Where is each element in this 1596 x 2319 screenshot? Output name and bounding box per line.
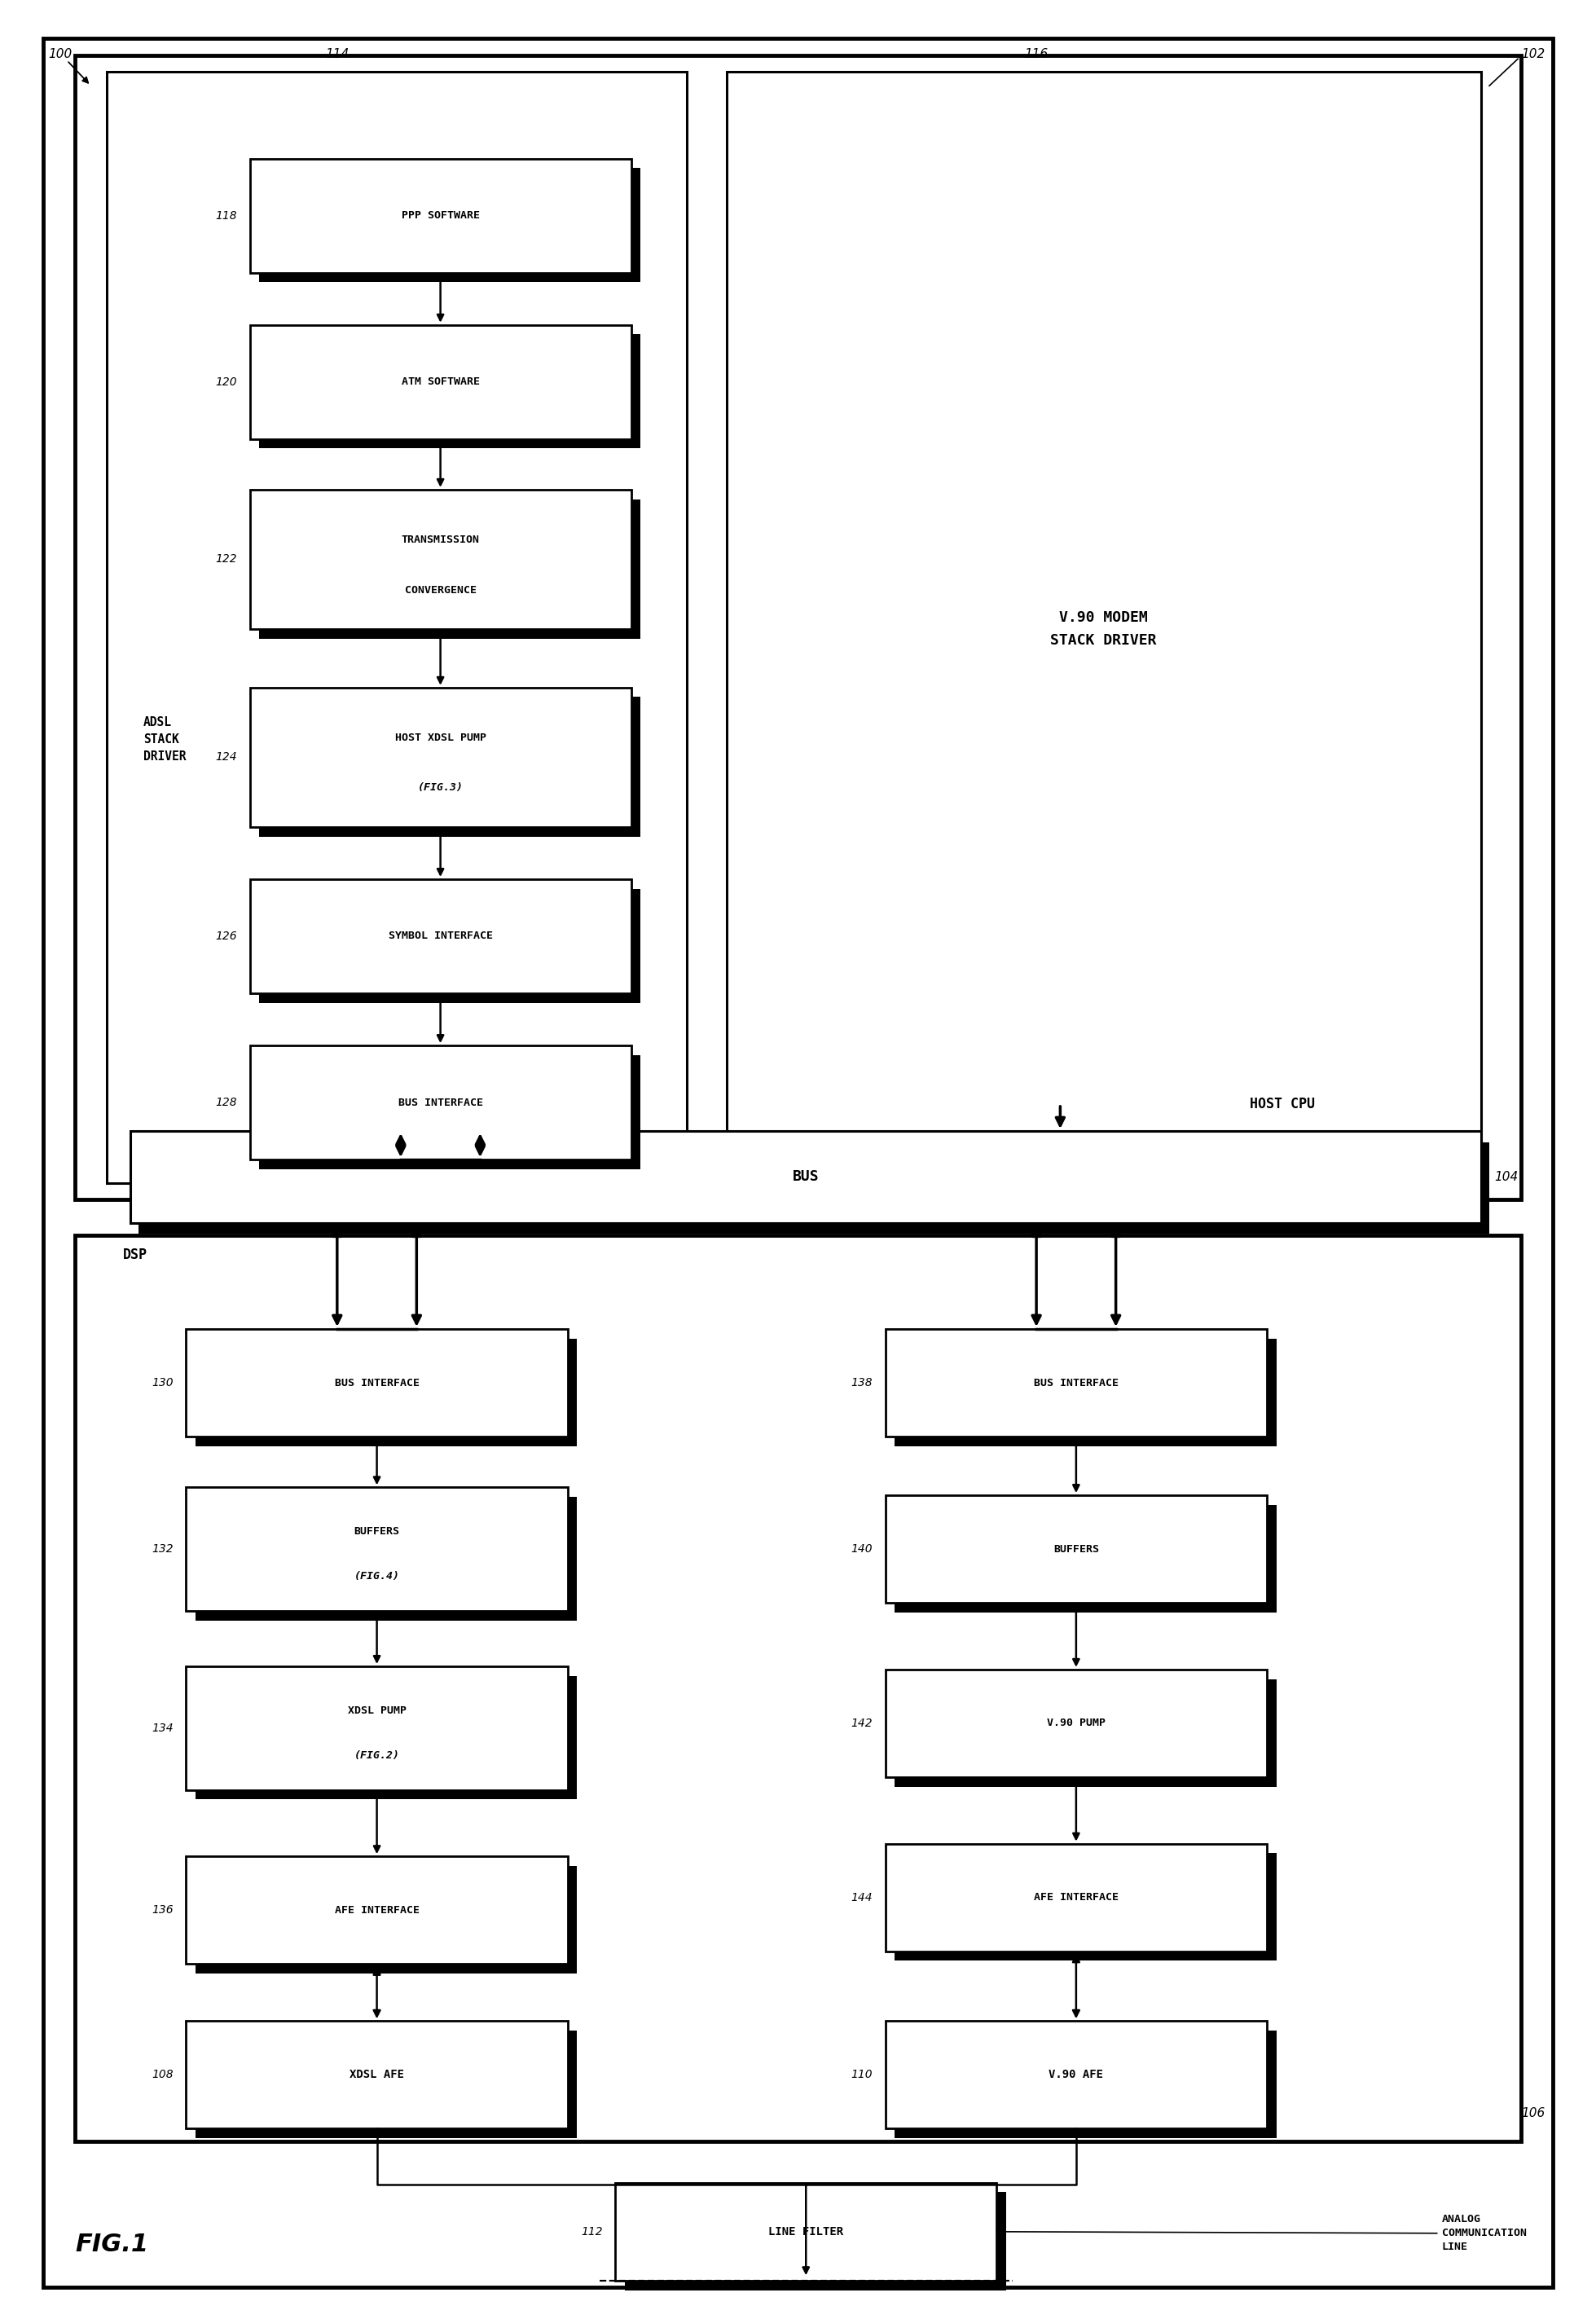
Bar <box>196 1338 578 1447</box>
Bar <box>249 879 630 993</box>
Text: 108: 108 <box>152 2069 174 2080</box>
Text: FIG.1: FIG.1 <box>75 2233 148 2256</box>
Text: 104: 104 <box>1494 1171 1518 1183</box>
Text: BUFFERS: BUFFERS <box>354 1526 399 1537</box>
Bar <box>886 2022 1267 2129</box>
Bar <box>259 499 640 638</box>
Text: 142: 142 <box>851 1718 873 1730</box>
Bar <box>249 686 630 828</box>
Text: XDSL PUMP: XDSL PUMP <box>348 1704 407 1716</box>
Text: 126: 126 <box>215 930 238 942</box>
Text: TRANSMISSION: TRANSMISSION <box>401 533 479 545</box>
Text: AFE INTERFACE: AFE INTERFACE <box>335 1904 420 1915</box>
Text: BUS INTERFACE: BUS INTERFACE <box>397 1097 484 1108</box>
Bar <box>726 72 1481 1183</box>
Bar <box>886 1329 1267 1438</box>
Text: XDSL AFE: XDSL AFE <box>350 2069 404 2080</box>
Bar <box>196 1867 578 1973</box>
Bar <box>187 2022 568 2129</box>
Bar <box>187 1329 568 1438</box>
Text: CONVERGENCE: CONVERGENCE <box>404 584 476 596</box>
Text: 106: 106 <box>1521 2106 1545 2120</box>
Bar <box>187 1486 568 1612</box>
Bar <box>249 1046 630 1160</box>
Text: V.90 PUMP: V.90 PUMP <box>1047 1718 1106 1728</box>
Bar <box>886 1844 1267 1950</box>
Text: (FIG.4): (FIG.4) <box>354 1570 399 1582</box>
Text: SYMBOL INTERFACE: SYMBOL INTERFACE <box>388 930 493 942</box>
Bar <box>75 56 1521 1199</box>
Bar <box>259 167 640 283</box>
Text: 144: 144 <box>851 1892 873 1904</box>
Bar <box>259 888 640 1002</box>
Text: BUFFERS: BUFFERS <box>1053 1544 1100 1554</box>
Text: 102: 102 <box>1521 49 1545 60</box>
Text: AFE INTERFACE: AFE INTERFACE <box>1034 1892 1119 1904</box>
Text: 136: 136 <box>152 1904 174 1915</box>
Text: 140: 140 <box>851 1544 873 1554</box>
Text: ATM SOFTWARE: ATM SOFTWARE <box>401 376 479 387</box>
Bar <box>139 1141 1489 1234</box>
Bar <box>895 1338 1277 1447</box>
Text: 128: 128 <box>215 1097 238 1108</box>
Text: 114: 114 <box>326 49 350 60</box>
Text: 112: 112 <box>581 2226 603 2238</box>
Bar <box>624 2191 1005 2291</box>
Text: 118: 118 <box>215 211 238 220</box>
Bar <box>131 1132 1481 1222</box>
Bar <box>75 1236 1521 2140</box>
Text: 138: 138 <box>851 1377 873 1389</box>
Bar <box>187 1855 568 1964</box>
Text: LINE FILTER: LINE FILTER <box>768 2226 843 2238</box>
Bar <box>259 698 640 837</box>
Text: BUS: BUS <box>793 1169 819 1185</box>
Text: 110: 110 <box>851 2069 873 2080</box>
Bar <box>249 158 630 274</box>
Text: ADSL
STACK
DRIVER: ADSL STACK DRIVER <box>144 717 187 763</box>
Bar <box>259 1055 640 1169</box>
Bar <box>895 2031 1277 2138</box>
Text: BUS INTERFACE: BUS INTERFACE <box>1034 1377 1119 1389</box>
Bar <box>249 489 630 628</box>
Bar <box>196 1677 578 1800</box>
Bar <box>895 1679 1277 1786</box>
Text: 116: 116 <box>1025 49 1049 60</box>
Bar <box>895 1505 1277 1612</box>
Bar <box>249 325 630 438</box>
Bar <box>886 1670 1267 1776</box>
Text: 130: 130 <box>152 1377 174 1389</box>
Text: 122: 122 <box>215 554 238 566</box>
Text: HOST XDSL PUMP: HOST XDSL PUMP <box>394 733 487 742</box>
Text: 100: 100 <box>48 49 72 60</box>
Text: BUS INTERFACE: BUS INTERFACE <box>335 1377 420 1389</box>
Bar <box>895 1853 1277 1962</box>
Bar <box>187 1667 568 1790</box>
Bar <box>259 334 640 448</box>
Text: V.90 AFE: V.90 AFE <box>1049 2069 1103 2080</box>
Bar <box>196 1496 578 1621</box>
Text: V.90 MODEM
STACK DRIVER: V.90 MODEM STACK DRIVER <box>1050 610 1156 647</box>
Bar <box>614 2182 996 2282</box>
Text: HOST CPU: HOST CPU <box>1250 1097 1315 1111</box>
Text: (FIG.3): (FIG.3) <box>418 782 463 793</box>
Bar <box>107 72 686 1183</box>
Text: 120: 120 <box>215 376 238 387</box>
Text: 134: 134 <box>152 1723 174 1735</box>
Text: (FIG.2): (FIG.2) <box>354 1751 399 1760</box>
Bar <box>886 1496 1267 1602</box>
Text: DSP: DSP <box>123 1248 147 1262</box>
Text: ANALOG
COMMUNICATION
LINE: ANALOG COMMUNICATION LINE <box>1441 2215 1526 2252</box>
Text: 132: 132 <box>152 1544 174 1554</box>
Text: 124: 124 <box>215 751 238 763</box>
Text: PPP SOFTWARE: PPP SOFTWARE <box>401 211 479 220</box>
Bar <box>196 2031 578 2138</box>
